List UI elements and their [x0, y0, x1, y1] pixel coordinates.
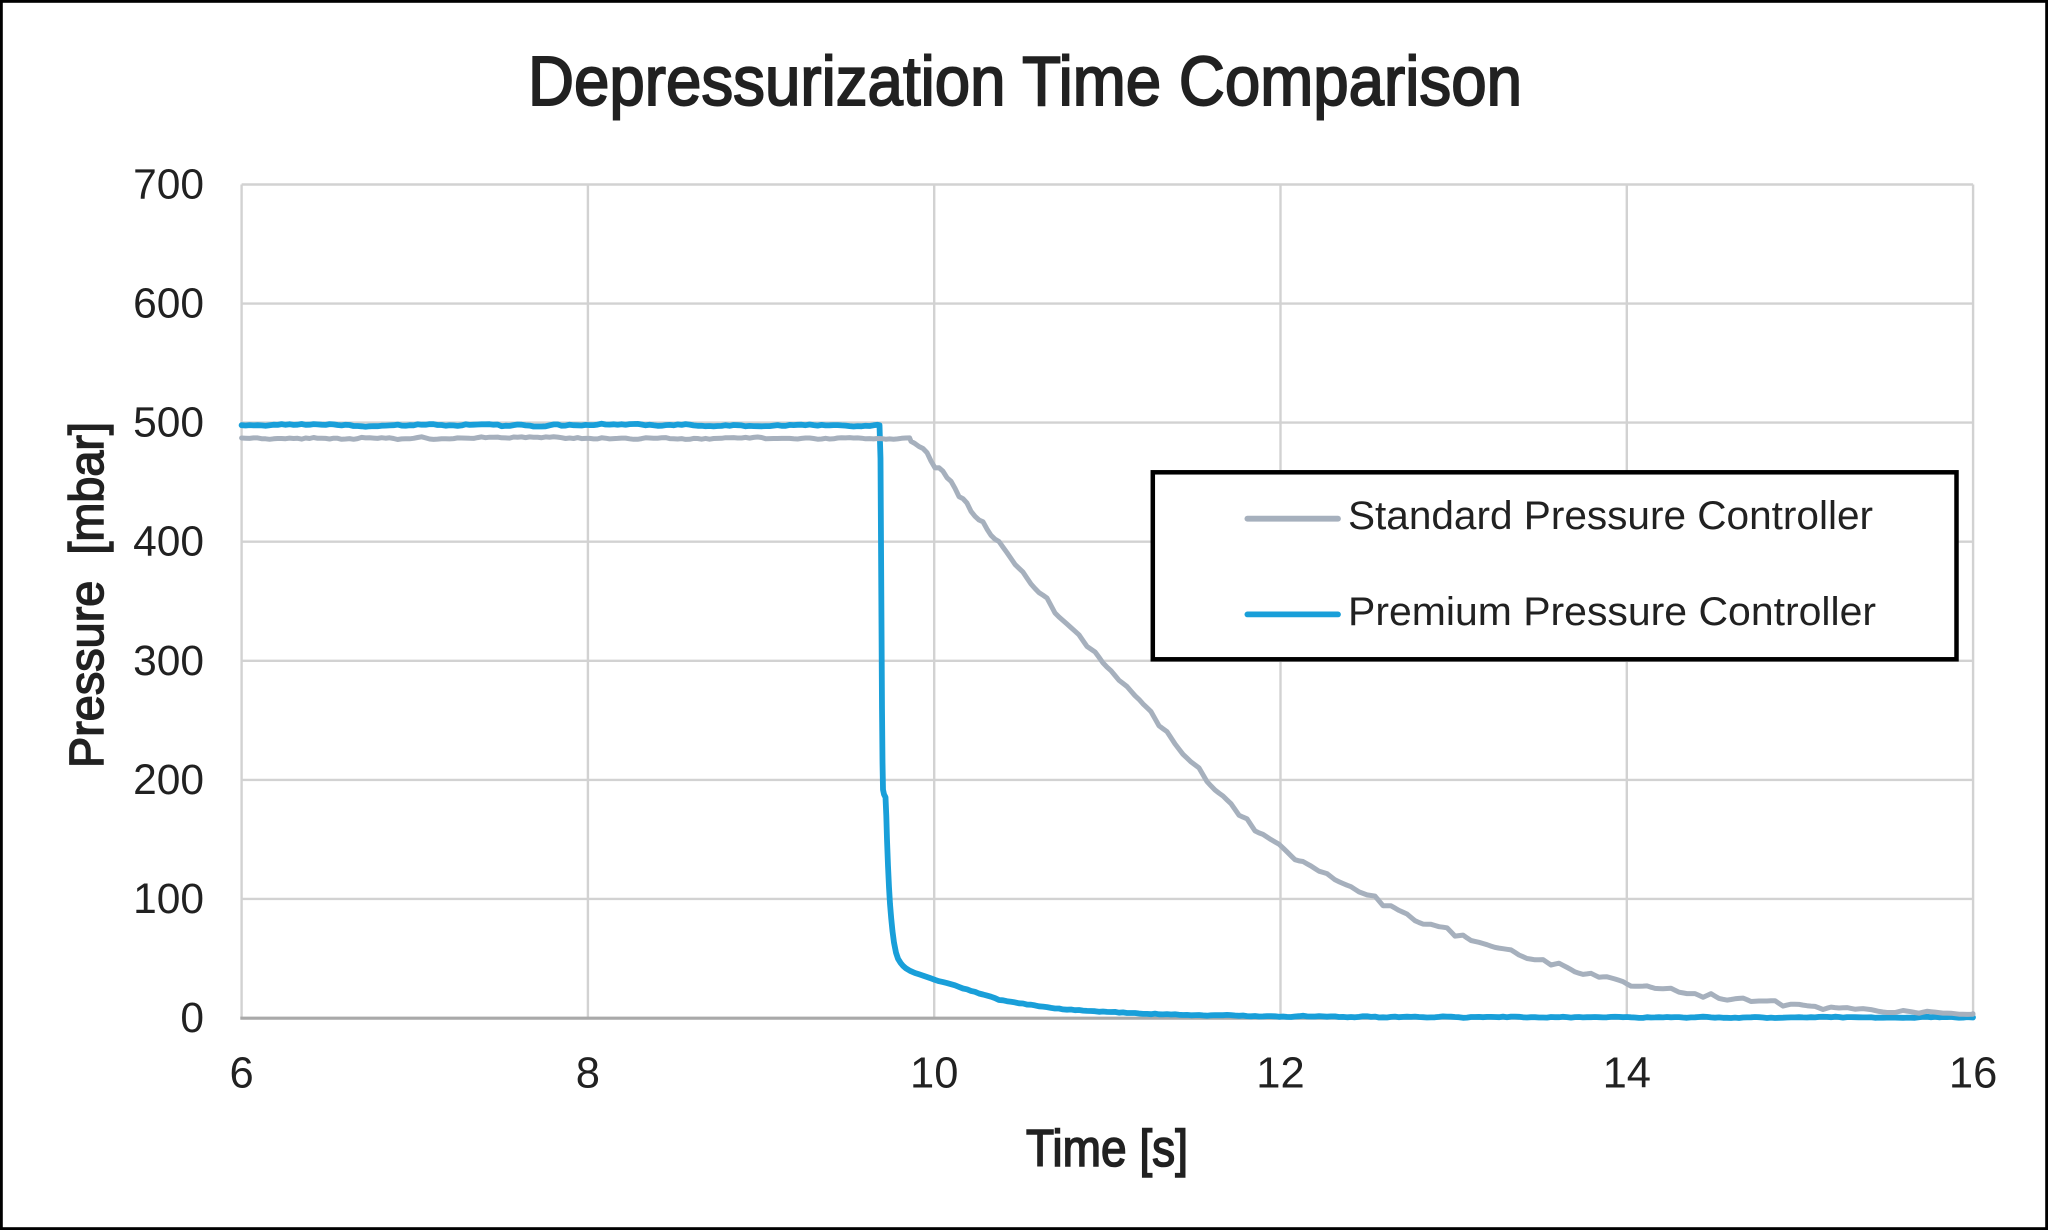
svg-text:700: 700: [133, 162, 204, 209]
svg-text:Standard Pressure Controller: Standard Pressure Controller: [1348, 494, 1873, 538]
svg-text:Depressurization Time Comparis: Depressurization Time Comparison: [528, 42, 1522, 120]
svg-text:14: 14: [1603, 1050, 1651, 1098]
svg-text:6: 6: [229, 1050, 253, 1098]
svg-text:8: 8: [576, 1050, 600, 1098]
svg-text:16: 16: [1949, 1050, 1997, 1098]
svg-text:Premium Pressure Controller: Premium Pressure Controller: [1348, 590, 1876, 634]
svg-text:100: 100: [133, 876, 204, 923]
svg-text:10: 10: [910, 1050, 958, 1098]
svg-text:300: 300: [133, 638, 204, 685]
svg-text:400: 400: [133, 519, 204, 566]
svg-text:Pressure [mbar]: Pressure [mbar]: [61, 422, 114, 768]
svg-text:0: 0: [180, 995, 204, 1042]
svg-text:Time [s]: Time [s]: [1026, 1120, 1188, 1178]
svg-text:500: 500: [133, 400, 204, 447]
svg-text:200: 200: [133, 757, 204, 804]
svg-text:600: 600: [133, 281, 204, 328]
svg-text:12: 12: [1256, 1050, 1304, 1098]
